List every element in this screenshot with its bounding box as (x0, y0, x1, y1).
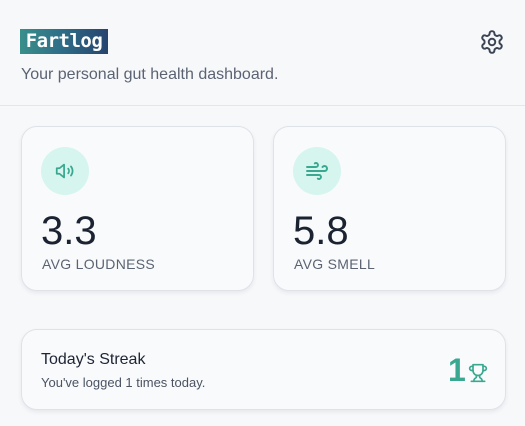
avg-smell-card: 5.8 AVG SMELL (273, 126, 506, 291)
app-header: Fartlog Your personal gut health dashboa… (0, 0, 525, 106)
avg-smell-label: AVG SMELL (294, 256, 376, 272)
wind-icon (306, 162, 328, 180)
streak-title: Today's Streak (41, 351, 146, 368)
settings-button[interactable] (478, 28, 506, 56)
avg-loudness-label: AVG LOUDNESS (42, 256, 156, 272)
avg-loudness-value: 3.3 (41, 209, 97, 253)
streak-subtitle: You've logged 1 times today. (41, 375, 206, 390)
todays-streak-card: Today's Streak You've logged 1 times tod… (21, 329, 506, 410)
gear-icon (481, 30, 503, 54)
page-subtitle: Your personal gut health dashboard. (21, 66, 279, 83)
streak-count: 1 (448, 352, 466, 388)
app-logo: Fartlog (20, 29, 108, 54)
loudness-icon-badge (41, 147, 89, 195)
avg-smell-value: 5.8 (293, 209, 349, 253)
logo-text: Fartlog (25, 30, 103, 52)
avg-loudness-card: 3.3 AVG LOUDNESS (21, 126, 254, 291)
volume-icon (55, 163, 74, 179)
smell-icon-badge (293, 147, 341, 195)
trophy-icon (468, 363, 488, 383)
